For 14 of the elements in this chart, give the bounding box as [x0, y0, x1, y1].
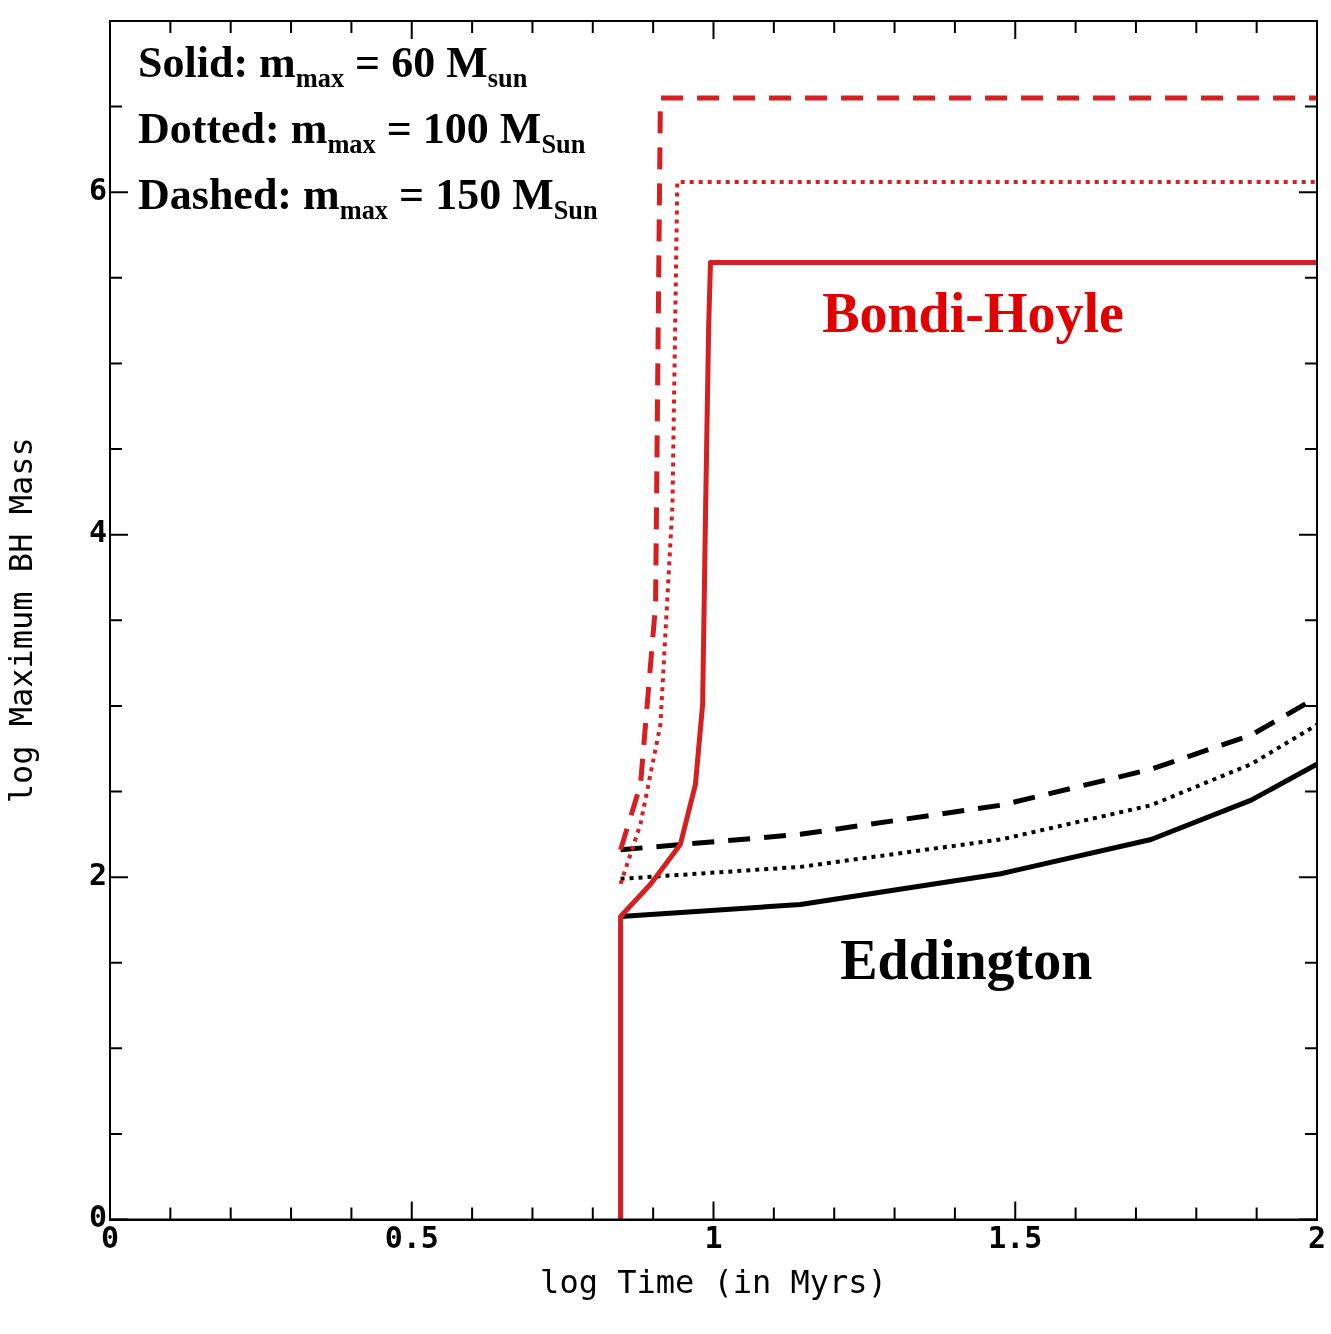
x-tick-label: 1.5	[988, 1220, 1043, 1256]
annotation: Eddington	[840, 928, 1093, 991]
x-axis-title: log Time (in Myrs)	[540, 1263, 887, 1302]
annotation: Solid: m$_{max}$ = 60 M$_{sun}$	[138, 38, 528, 93]
y-axis-title: log Maximum BH Mass	[1, 437, 40, 804]
x-tick-label: 0.5	[384, 1220, 439, 1256]
x-tick-label: 1	[704, 1220, 723, 1256]
y-tick-label: 2	[88, 856, 107, 892]
x-tick-label: 2	[1307, 1220, 1327, 1256]
annotation: Dotted: m$_{max}$ = 100 M$_{Sun}$	[138, 104, 586, 159]
y-tick-label: 6	[88, 172, 107, 208]
annotation: Bondi-Hoyle	[822, 281, 1124, 344]
y-tick-label: 4	[88, 514, 107, 550]
annotation: Dashed: m$_{max}$ = 150 M$_{Sun}$	[138, 170, 598, 225]
